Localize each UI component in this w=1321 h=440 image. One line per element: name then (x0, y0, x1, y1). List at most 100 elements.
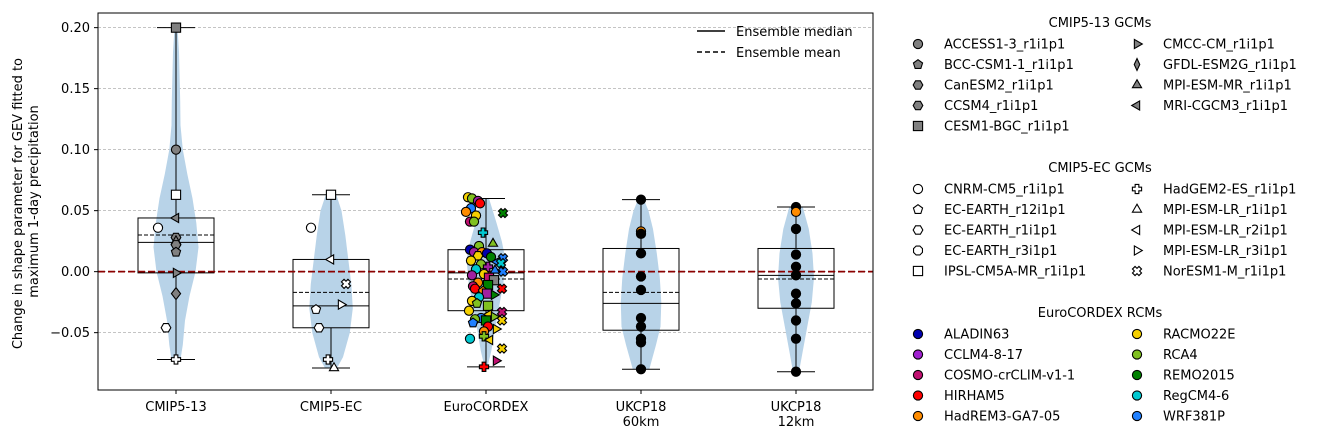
legend-label: IPSL-CM5A-MR_r1i1p1 (944, 265, 1086, 280)
legend-marker (1131, 328, 1143, 340)
data-point (483, 334, 494, 346)
legend-label: ALADIN63 (944, 328, 1009, 343)
legend-median-label: Ensemble median (736, 25, 853, 40)
data-point (790, 333, 802, 344)
legend-label: MRI-CGCM3_r1i1p1 (1163, 99, 1288, 114)
y-tick-label: 0.15 (61, 82, 90, 97)
data-point (468, 216, 480, 227)
y-tick-label: 0.20 (61, 21, 90, 36)
x-axis-ticks: CMIP5-13 CMIP5-EC EuroCORDEX UKCP1860kmUKCP… (145, 390, 821, 430)
data-point (313, 323, 325, 333)
legend-label: RegCM4-6 (1163, 389, 1229, 404)
legend-marker (1131, 410, 1143, 422)
data-point (324, 253, 335, 265)
y-axis-ticks: −0.05 0.00 0.05 0.10 0.15 0.20 (50, 21, 98, 341)
data-point (463, 305, 475, 316)
data-point (790, 298, 802, 309)
legend-marker (912, 328, 924, 340)
legend-label: CMCC-CM_r1i1p1 (1163, 38, 1275, 53)
data-point (337, 299, 348, 311)
data-point (492, 355, 503, 367)
data-point (305, 222, 317, 233)
legend-label: BCC-CSM1-1_r1i1p1 (944, 58, 1074, 73)
legend-label: EC-EARTH_r12i1p1 (944, 203, 1066, 218)
data-point (496, 343, 508, 354)
legend-marker (1133, 38, 1144, 50)
x-tick-label: UKCP18 (771, 400, 822, 415)
legend-marker (1131, 265, 1143, 277)
legend-label: NorESM1-M_r1i1p1 (1163, 265, 1286, 280)
data-point (467, 317, 479, 328)
legend-marker (1131, 183, 1143, 195)
data-point (495, 257, 507, 269)
legend-label: HIRHAM5 (944, 389, 1005, 404)
legend-label: CNRM-CM5_r1i1p1 (944, 183, 1065, 198)
legend-marker (912, 265, 924, 277)
statistics-legend: Ensemble median Ensemble mean (697, 25, 853, 61)
violin-3 (620, 199, 662, 370)
legend-marker (912, 245, 924, 256)
y-tick-label: −0.05 (50, 326, 90, 341)
legend-group-1: CMIP5-EC GCMs CNRM-CM5_r1i1p1 EC-EARTH_r12… (912, 161, 1296, 280)
x-tick-label: 12km (778, 415, 815, 430)
legend-marker (912, 100, 924, 111)
legend-marker (912, 369, 924, 381)
data-point (635, 364, 647, 375)
legend-label: GFDL-ESM2G_r1i1p1 (1163, 58, 1297, 73)
data-point (170, 246, 182, 257)
y-axis-label: Change in shape parameter for GEV fitted… (11, 54, 42, 349)
data-point (170, 22, 182, 33)
legend-title: EuroCORDEX RCMs (1038, 306, 1163, 321)
legend-marker (912, 58, 924, 69)
legend-marker (912, 410, 924, 422)
data-point (469, 283, 481, 294)
data-point (478, 361, 490, 372)
data-point (460, 206, 472, 218)
data-point (790, 366, 802, 377)
legend-label: RCA4 (1163, 348, 1198, 363)
legend-marker (912, 203, 924, 214)
legend-label: MPI-ESM-LR_r3i1p1 (1163, 244, 1288, 259)
data-point (485, 251, 497, 263)
data-points (152, 22, 802, 377)
data-point (310, 303, 322, 314)
legend-marker (1131, 203, 1143, 213)
data-point (322, 354, 334, 365)
legend-label: MPI-ESM-LR_r1i1p1 (1163, 203, 1288, 218)
y-tick-label: 0.05 (61, 204, 90, 219)
data-point (790, 249, 802, 260)
data-point (169, 212, 180, 224)
data-point (497, 207, 509, 219)
legend-label: RACMO22E (1163, 328, 1235, 343)
data-point (465, 255, 477, 266)
data-point (490, 311, 501, 323)
legend-label: CCLM4-8-17 (944, 348, 1023, 363)
legend-label: MPI-ESM-MR_r1i1p1 (1163, 79, 1292, 94)
legend-label: ACCESS1-3_r1i1p1 (944, 38, 1065, 53)
legend-label: CESM1-BGC_r1i1p1 (944, 120, 1070, 135)
legend-marker (1131, 78, 1143, 89)
data-point (496, 315, 508, 326)
legend-label: EC-EARTH_r1i1p1 (944, 224, 1057, 239)
data-point (170, 144, 182, 155)
data-point (635, 271, 647, 282)
data-point (790, 315, 802, 326)
y-axis-label-line-1: Change in shape parameter for GEV fitted… (11, 58, 26, 349)
legend-label: COSMO-crCLIM-v1-1 (944, 369, 1075, 384)
data-point (635, 337, 647, 348)
legend-marker (912, 183, 924, 195)
legend-marker (1133, 244, 1144, 257)
data-point (635, 194, 647, 205)
data-point (790, 206, 802, 218)
legend-marker (912, 38, 924, 50)
data-point (496, 283, 508, 295)
y-tick-label: 0.00 (61, 265, 90, 280)
x-tick-label: EuroCORDEX (444, 400, 529, 415)
data-point (464, 333, 476, 344)
legend-group-0: CMIP5-13 GCMs ACCESS1-3_r1i1p1 BCC-CSM1-1_… (912, 16, 1297, 135)
data-point (790, 261, 802, 272)
data-point (325, 189, 337, 200)
data-point (790, 288, 802, 299)
data-point (482, 261, 494, 272)
